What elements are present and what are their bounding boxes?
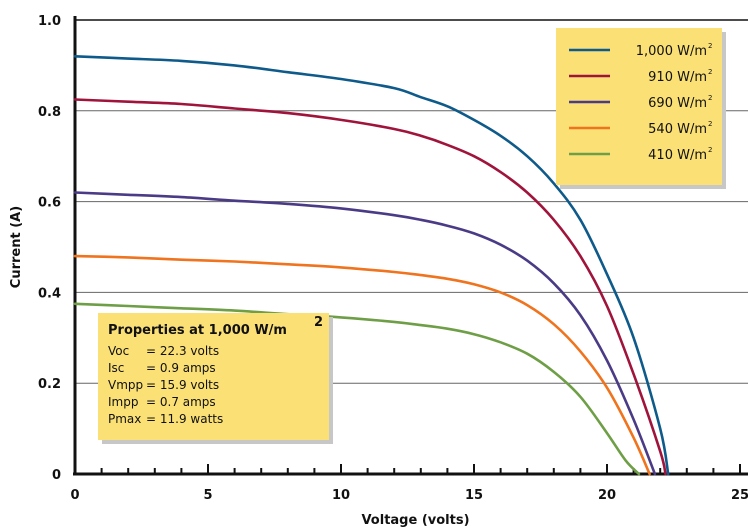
legend-label: 540 W/m bbox=[648, 122, 707, 137]
y-tick-label: 0.8 bbox=[38, 105, 61, 120]
legend-label-superscript: 2 bbox=[708, 146, 712, 154]
property-value: = 0.7 amps bbox=[146, 395, 216, 409]
legend-label-superscript: 2 bbox=[708, 120, 712, 128]
properties-box bbox=[98, 313, 329, 440]
x-tick-label: 20 bbox=[598, 488, 616, 503]
y-tick-label: 0.6 bbox=[38, 196, 61, 211]
properties-title-superscript: 2 bbox=[314, 315, 323, 330]
property-name: Voc bbox=[108, 344, 129, 358]
property-value: = 11.9 watts bbox=[146, 412, 223, 426]
legend-label-superscript: 2 bbox=[708, 94, 712, 102]
x-tick-label: 10 bbox=[332, 488, 350, 503]
y-tick-label: 0.2 bbox=[38, 377, 61, 392]
legend-label-superscript: 2 bbox=[708, 68, 712, 76]
property-name: Isc bbox=[108, 361, 124, 375]
y-tick-label: 0 bbox=[52, 468, 61, 483]
x-tick-label: 5 bbox=[203, 488, 212, 503]
series-lines bbox=[73, 55, 670, 476]
x-tick-label: 0 bbox=[70, 488, 79, 503]
series-line-2 bbox=[73, 191, 657, 476]
legend-label: 410 W/m bbox=[648, 148, 707, 163]
series-line-3 bbox=[73, 254, 651, 476]
x-tick-label: 25 bbox=[731, 488, 748, 503]
series-line-4 bbox=[73, 302, 641, 476]
properties-annotation: Properties at 1,000 W/m 2 Voc = 22.3 volts I… bbox=[98, 313, 333, 444]
legend-label: 690 W/m bbox=[648, 96, 707, 111]
y-axis-ticks: 0 0.2 0.4 0.6 0.8 1.0 bbox=[38, 14, 61, 483]
property-value: = 15.9 volts bbox=[146, 378, 219, 392]
legend-box bbox=[556, 28, 722, 185]
x-tick-label: 15 bbox=[465, 488, 483, 503]
x-axis-ticks: 0 5 10 15 20 25 bbox=[70, 464, 748, 503]
property-name: Pmax bbox=[108, 412, 141, 426]
legend-label: 1,000 W/m bbox=[636, 44, 707, 59]
series-line-1 bbox=[73, 98, 667, 476]
y-tick-label: 1.0 bbox=[38, 14, 61, 29]
axes bbox=[73, 16, 748, 476]
legend-label-superscript: 2 bbox=[708, 42, 712, 50]
series-line-0 bbox=[73, 55, 670, 476]
property-name: Impp bbox=[108, 395, 138, 409]
x-axis-title: Voltage (volts) bbox=[361, 513, 469, 528]
y-axis-title: Current (A) bbox=[9, 206, 24, 288]
properties-title: Properties at 1,000 W/m bbox=[108, 323, 287, 338]
property-value: = 0.9 amps bbox=[146, 361, 216, 375]
property-value: = 22.3 volts bbox=[146, 344, 219, 358]
legend-label: 910 W/m bbox=[648, 70, 707, 85]
y-tick-label: 0.4 bbox=[38, 286, 61, 301]
property-name: Vmpp bbox=[108, 378, 143, 392]
